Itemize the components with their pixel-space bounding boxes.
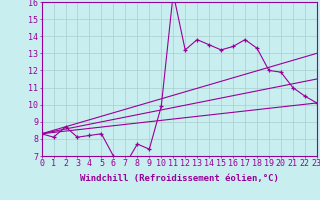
X-axis label: Windchill (Refroidissement éolien,°C): Windchill (Refroidissement éolien,°C) <box>80 174 279 183</box>
